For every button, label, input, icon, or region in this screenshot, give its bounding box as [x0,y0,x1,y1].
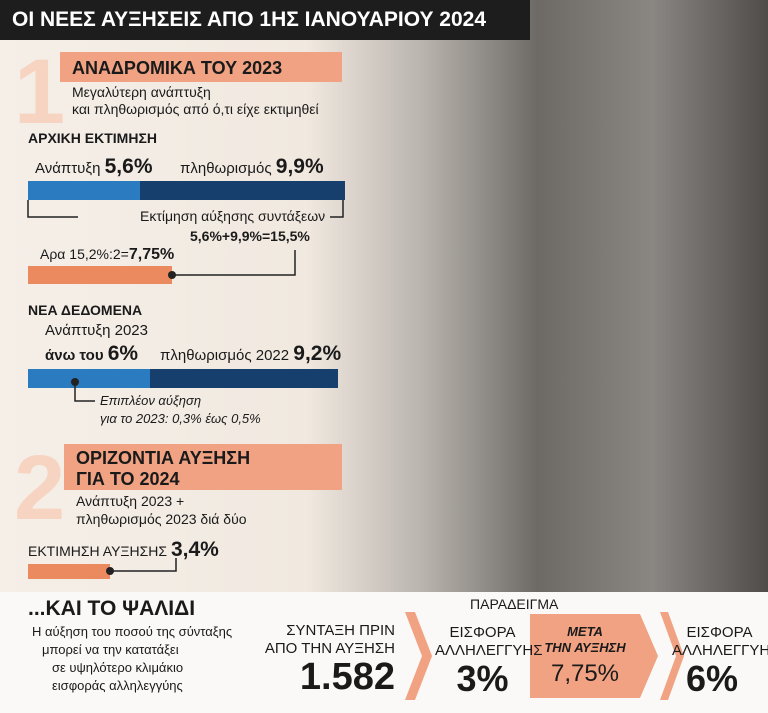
label: ΣΥΝΤΑΞΗ ΠΡΙΝ [286,622,395,639]
bar [140,181,345,200]
connector [74,382,95,402]
label: Ανάπτυξη [35,160,101,177]
note: Επιπλέον αύξηση [100,393,202,408]
label: ΕΚΤΙΜΗΣΗ ΑΥΞΗΣΗΣ [28,543,168,559]
label: άνω του 6% [45,342,138,366]
value: 7,75% [550,660,620,687]
label: πληθωρισμός 2022 9,2% [160,342,341,366]
bar [150,369,338,388]
label: ΑΠΟ ΤΗΝ ΑΥΞΗΣΗ [264,640,395,657]
value: 3% [456,658,509,699]
bar [28,181,140,200]
photo-background [0,0,768,595]
footer-title: ...ΚΑΙ ΤΟ ΨΑΛΙΔΙ [28,597,196,620]
label: πληθωρισμός 2022 [160,347,290,364]
value: 9,9% [275,155,324,178]
arrow-box [530,614,658,698]
label: Ανάπτυξη 5,6% [35,155,153,179]
arrow [405,612,432,700]
value: 1.582 [299,656,395,698]
section-title: ΟΡΙΖΟΝΤΙΑ ΑΥΞΗΣΗ [76,448,251,468]
label: ΑΛΛΗΛΕΓΓΥΗΣ [435,642,543,659]
dot [71,378,79,386]
dot [106,567,114,575]
label: ΜΕΤΑ [567,624,603,639]
label: ΕΙΣΦΟΡΑ [686,624,753,641]
subtitle: Μεγαλύτερη ανάπτυξη [72,84,211,100]
label: Αρα 15,2%:2= [40,246,129,262]
section-number: 1 [14,41,66,143]
bar [28,369,150,388]
label: Εκτίμηση αύξησης συντάξεων [140,208,326,224]
section-title: ΑΝΑΔΡΟΜΙΚΑ ΤΟΥ 2023 [72,58,283,78]
label: ΕΙΣΦΟΡΑ [449,624,516,641]
text: σε υψηλότερο κλιμάκιο [52,660,184,675]
title: ΟΙ ΝΕΕΣ ΑΥΞΗΣΕΙΣ ΑΠΟ 1ΗΣ ΙΑΝΟΥΑΡΙΟΥ 2024 [12,8,486,31]
label: ΑΛΛΗΛΕΓΓΥΗΣ [672,642,768,659]
label: πληθωρισμός [180,160,272,177]
label: ΕΚΤΙΜΗΣΗ ΑΥΞΗΣΗΣ 3,4% [28,538,219,562]
arrow [660,612,684,700]
value: 6% [107,342,139,365]
value: 9,2% [293,342,342,365]
bar [28,564,110,579]
example-label: ΠΑΡΑΔΕΙΓΜΑ [470,596,559,612]
section-number: 2 [14,437,66,539]
section-box [64,444,342,490]
subtitle: Ανάπτυξη 2023 + [76,493,185,509]
label: πληθωρισμός 9,9% [180,155,324,179]
value: 7,75% [128,246,175,263]
label: άνω του [45,347,104,364]
subtitle: πληθωρισμός 2023 διά δύο [76,511,247,527]
text: Η αύξηση του ποσού της σύνταξης [32,624,233,639]
value: 3,4% [170,538,219,561]
label: Ανάπτυξη 2023 [45,322,148,339]
subtitle: και πληθωρισμός από ό,τι είχε εκτιμηθεί [72,101,319,117]
connector [172,250,296,276]
text: μπορεί να την κατατάξει [42,642,179,657]
dot [168,271,176,279]
heading: ΑΡΧΙΚΗ ΕΚΤΙΜΗΣΗ [28,130,157,146]
note: για το 2023: 0,3% έως 0,5% [100,411,261,426]
section-title: ΓΙΑ ΤΟ 2024 [76,469,180,489]
value: 5,6% [104,155,153,178]
label: ΤΗΝ ΑΥΞΗΣΗ [544,640,626,655]
bracket [27,200,78,218]
value: 6% [685,658,739,699]
connector [110,558,177,572]
label: Αρα 15,2%:2=7,75% [40,246,174,264]
bar [28,266,172,284]
text: εισφοράς αλληλεγγύης [52,678,183,693]
title-bar [0,0,530,40]
section-box [60,52,342,82]
value: 5,6%+9,9%=15,5% [190,228,310,244]
bracket [330,200,344,218]
heading: ΝΕΑ ΔΕΔΟΜΕΝΑ [28,302,143,318]
